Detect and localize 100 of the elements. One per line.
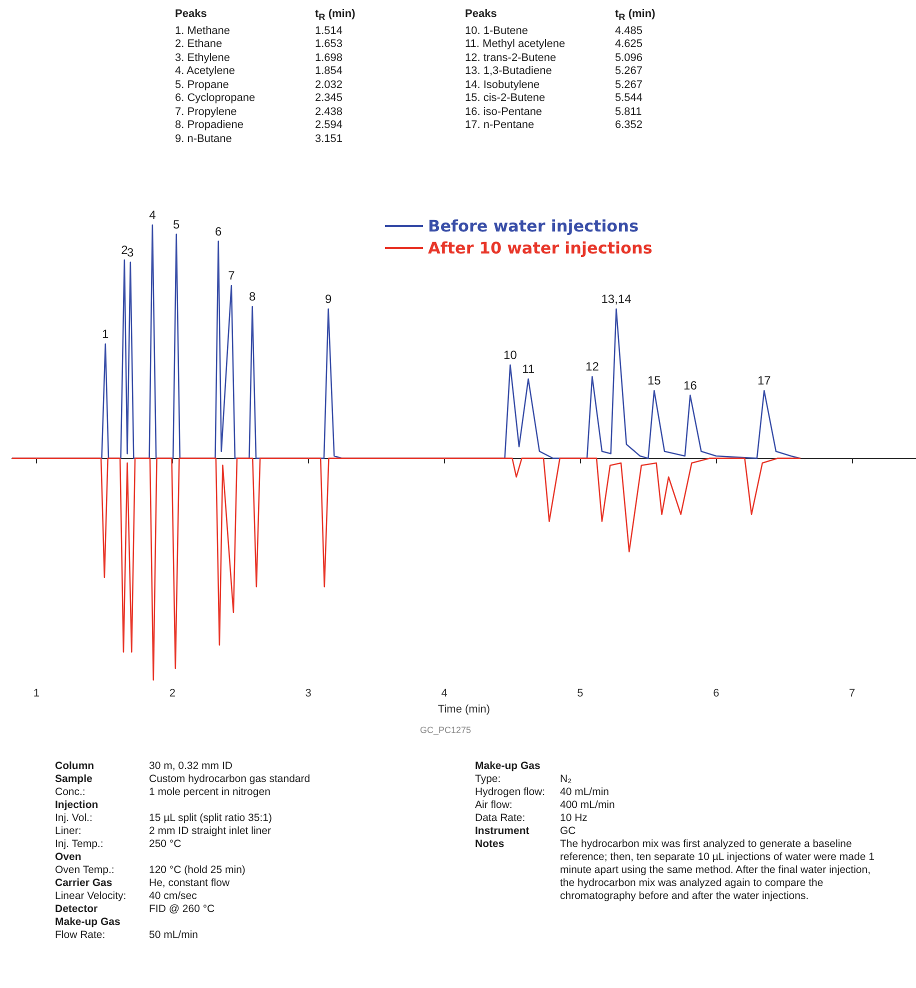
text: Type: [475,773,502,786]
text: Make-up Gas [475,760,542,773]
text: Linear Velocity: [55,890,128,903]
x-tick-label: 1 [33,688,40,700]
text: He, constant flow [149,877,231,890]
text: 1.653 [315,38,344,52]
annotation: 13,14 [601,292,632,306]
text: 4.625 [615,38,644,52]
annotation: 10 [504,348,518,362]
text: 3. Ethylene [175,52,232,66]
text: 14. Isobutylene [465,78,541,92]
text: Instrument [475,825,530,838]
x-tick-label: 7 [849,688,856,700]
text: Hydrogen flow: [475,786,546,799]
annotation: 4 [149,208,156,222]
text: 1. Methane [175,24,232,38]
text: Liner: [55,825,82,838]
text: 17. n-Pentane [465,119,536,133]
x-tick-label: 4 [441,688,448,700]
text: 15. cis-2-Butene [465,92,546,106]
annotation: 16 [684,378,698,392]
annotation: 15 [648,374,662,388]
text: Detector [55,903,99,916]
annotation: 2 [121,243,128,257]
text: Custom hydrocarbon gas standard [149,773,310,785]
text: t$_{R}$ (min) [615,8,656,24]
text: Sample [55,773,94,786]
text: 40 cm/sec [149,890,198,903]
annotation: 8 [249,290,256,304]
text: 6. Cyclopropane [175,92,256,106]
text: 11. Methyl acetylene [465,38,566,52]
text: Conc.: [55,786,86,799]
text: 2.594 [315,119,344,133]
text: 8. Propadiene [175,119,244,133]
annotation: 11 [522,362,535,376]
annotation: 7 [228,268,236,283]
text: Injection [55,799,98,811]
annotation: 17 [757,374,772,388]
text: 12. trans-2-Butene [465,52,558,66]
text: 400 mL/min [560,799,616,812]
text: 5.096 [615,52,644,66]
annotation: 3 [127,245,134,260]
text: Data Rate: [475,812,526,825]
text: 2.438 [315,106,344,120]
text: Carrier Gas [55,877,114,890]
text: 5.544 [615,92,644,106]
text: 1.514 [315,24,344,38]
text: 4.485 [615,24,644,38]
x-tick-label: 3 [305,688,312,700]
legend-label: After 10 water injections [428,238,652,258]
text: GC_PC1275 [420,725,472,735]
text: 9. n-Butane [175,132,233,146]
text: 30 m, 0.32 mm ID [149,760,232,772]
text: 1.854 [315,65,344,79]
annotation: 5 [173,217,180,232]
text: 3.151 [315,132,344,146]
text: 16. iso-Pentane [465,106,544,120]
text: Oven [55,851,82,864]
text: Flow Rate: [55,929,106,942]
text: 1.698 [315,52,344,66]
text: 2.032 [315,78,344,92]
text: 250 °C [149,838,182,850]
annotation: 6 [215,224,222,238]
text: Oven Temp.: [55,864,116,877]
text: FID @ 260 °C [149,903,216,916]
x-tick-label: 5 [577,688,584,700]
text: t$_{R}$ (min) [315,8,356,24]
text: 5.267 [615,65,644,79]
annotation: 1 [102,327,110,341]
text: Inj. Vol.: [55,812,94,825]
text: Peaks [175,8,208,22]
text: 120 °C (hold 25 min) [149,864,246,877]
text: 50 mL/min [149,929,200,942]
text: Column [55,760,96,773]
text: 6.352 [615,119,644,133]
text: Peaks [465,8,498,22]
annotation: 9 [324,292,332,306]
text: 2. Ethane [175,38,224,52]
text: 15 µL split (split ratio 35:1) [149,812,272,824]
text: 5.267 [615,78,644,92]
text: Inj. Temp.: [55,838,104,851]
text: 2 mm ID straight inlet liner [149,825,271,837]
legend-label: Before water injections [428,216,639,236]
x-axis-title: Time (min) [438,704,490,716]
annotation: 12 [586,360,600,374]
text: 40 mL/min [560,786,610,799]
text: 7. Propylene [175,106,238,120]
text: 1 mole percent in nitrogen [149,786,270,798]
x-tick-label: 6 [713,688,720,700]
text: N₂ [560,773,573,786]
x-tick-label: 2 [169,688,176,700]
text: GC [560,825,577,838]
text: Make-up Gas [55,916,122,929]
text: 4. Acetylene [175,65,236,79]
text: Notes [475,838,506,852]
text: Air flow: [475,799,514,812]
text: 5. Propane [175,78,230,92]
text: 10 Hz [560,812,588,825]
text: The hydrocarbon mix was first analyzed to generate a baseline reference; then, ten separate 10 µL injections of water were made 1 minute apart using the same method. After the final water injection, the hydrocarbon mix was analyzed again to compare the chromatography before and after the water injections. [560,838,876,903]
text: 10. 1-Butene [465,24,529,38]
